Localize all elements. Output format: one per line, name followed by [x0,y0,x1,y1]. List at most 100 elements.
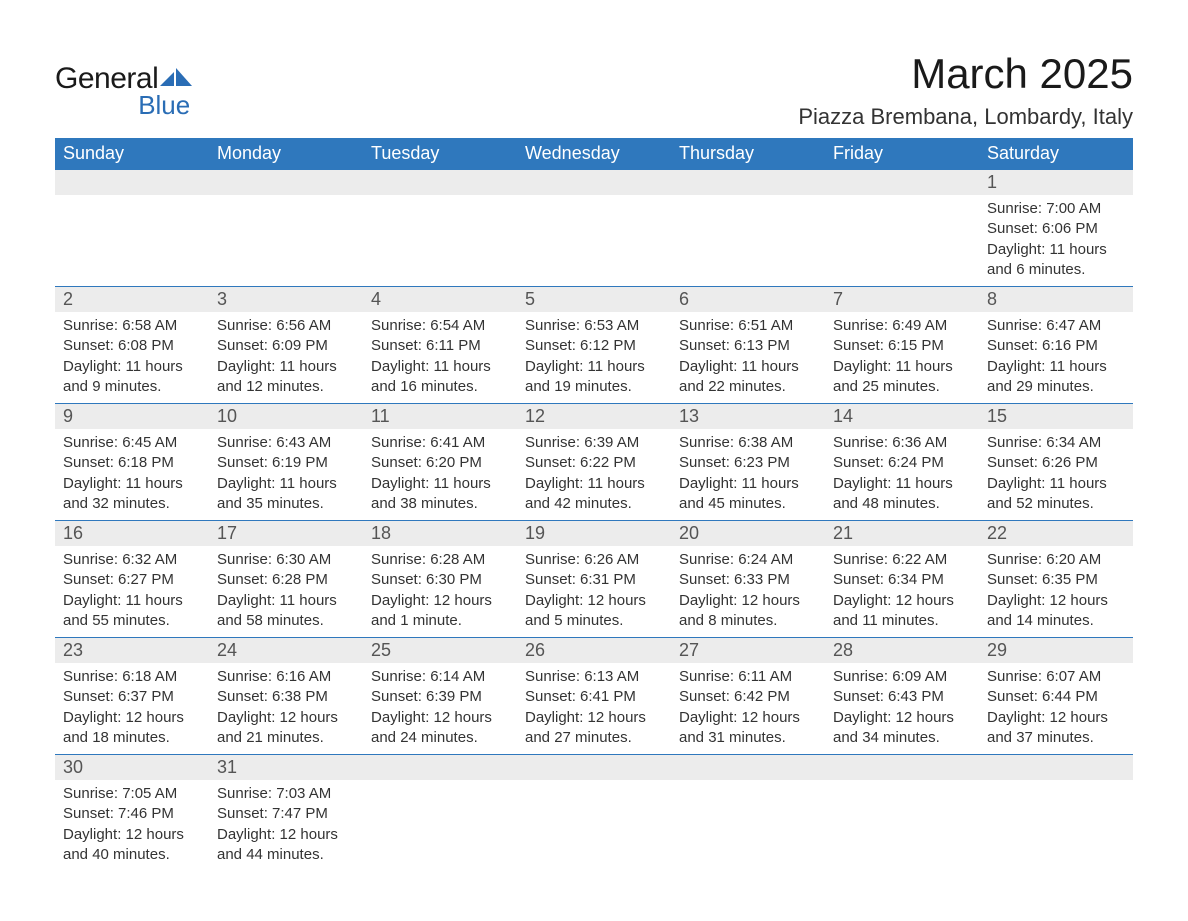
day-number-cell: 14 [825,404,979,430]
day-number: 11 [363,404,517,429]
day-number-cell: 2 [55,287,209,313]
day-details: Sunrise: 6:30 AMSunset: 6:28 PMDaylight:… [209,546,363,637]
daynum-row: 2345678 [55,287,1133,313]
day-details: Sunrise: 6:41 AMSunset: 6:20 PMDaylight:… [363,429,517,520]
day-number: 20 [671,521,825,546]
day-details-cell: Sunrise: 6:22 AMSunset: 6:34 PMDaylight:… [825,546,979,638]
day-details-cell: Sunrise: 6:38 AMSunset: 6:23 PMDaylight:… [671,429,825,521]
day-number-cell [363,170,517,196]
day-details-cell: Sunrise: 6:16 AMSunset: 6:38 PMDaylight:… [209,663,363,755]
day-number-cell: 18 [363,521,517,547]
day-number-cell: 22 [979,521,1133,547]
day-details: Sunrise: 6:22 AMSunset: 6:34 PMDaylight:… [825,546,979,637]
day-details: Sunrise: 6:13 AMSunset: 6:41 PMDaylight:… [517,663,671,754]
day-number: 9 [55,404,209,429]
col-monday: Monday [209,138,363,170]
day-details-cell [825,195,979,287]
day-details-cell: Sunrise: 6:30 AMSunset: 6:28 PMDaylight:… [209,546,363,638]
day-details: Sunrise: 6:56 AMSunset: 6:09 PMDaylight:… [209,312,363,403]
day-details-cell: Sunrise: 6:56 AMSunset: 6:09 PMDaylight:… [209,312,363,404]
day-number: 27 [671,638,825,663]
day-details: Sunrise: 6:43 AMSunset: 6:19 PMDaylight:… [209,429,363,520]
day-details-cell [825,780,979,871]
day-number: 19 [517,521,671,546]
day-number: 14 [825,404,979,429]
day-number: 24 [209,638,363,663]
day-number-cell: 10 [209,404,363,430]
day-number: 26 [517,638,671,663]
day-number: 7 [825,287,979,312]
day-details-cell: Sunrise: 6:45 AMSunset: 6:18 PMDaylight:… [55,429,209,521]
day-number: 21 [825,521,979,546]
day-number: 1 [979,170,1133,195]
month-title: March 2025 [798,50,1133,98]
day-number-cell [671,170,825,196]
day-number: 25 [363,638,517,663]
day-number-cell: 4 [363,287,517,313]
day-details-cell [209,195,363,287]
daynum-row: 1 [55,170,1133,196]
day-details-cell: Sunrise: 6:39 AMSunset: 6:22 PMDaylight:… [517,429,671,521]
day-number: 18 [363,521,517,546]
day-number-cell: 17 [209,521,363,547]
day-details: Sunrise: 6:26 AMSunset: 6:31 PMDaylight:… [517,546,671,637]
day-details-cell: Sunrise: 6:11 AMSunset: 6:42 PMDaylight:… [671,663,825,755]
day-details-cell: Sunrise: 6:43 AMSunset: 6:19 PMDaylight:… [209,429,363,521]
day-number: 30 [55,755,209,780]
day-number-cell [517,755,671,781]
day-details-cell: Sunrise: 6:14 AMSunset: 6:39 PMDaylight:… [363,663,517,755]
day-number-cell: 26 [517,638,671,664]
day-details-cell [517,780,671,871]
day-number-cell: 30 [55,755,209,781]
details-row: Sunrise: 6:18 AMSunset: 6:37 PMDaylight:… [55,663,1133,755]
day-number: 5 [517,287,671,312]
day-number-cell [979,755,1133,781]
day-details: Sunrise: 6:24 AMSunset: 6:33 PMDaylight:… [671,546,825,637]
day-details: Sunrise: 6:20 AMSunset: 6:35 PMDaylight:… [979,546,1133,637]
day-number-cell [825,170,979,196]
day-number: 2 [55,287,209,312]
col-wednesday: Wednesday [517,138,671,170]
day-number: 17 [209,521,363,546]
day-details: Sunrise: 6:36 AMSunset: 6:24 PMDaylight:… [825,429,979,520]
day-details-cell [671,780,825,871]
day-details-cell: Sunrise: 6:07 AMSunset: 6:44 PMDaylight:… [979,663,1133,755]
day-details-cell: Sunrise: 7:03 AMSunset: 7:47 PMDaylight:… [209,780,363,871]
day-number-cell: 13 [671,404,825,430]
day-details: Sunrise: 6:51 AMSunset: 6:13 PMDaylight:… [671,312,825,403]
title-block: March 2025 Piazza Brembana, Lombardy, It… [798,50,1133,130]
day-number: 13 [671,404,825,429]
day-number-cell [209,170,363,196]
day-number-cell: 23 [55,638,209,664]
day-number-cell: 28 [825,638,979,664]
day-details: Sunrise: 7:03 AMSunset: 7:47 PMDaylight:… [209,780,363,871]
day-details: Sunrise: 6:53 AMSunset: 6:12 PMDaylight:… [517,312,671,403]
day-details: Sunrise: 6:54 AMSunset: 6:11 PMDaylight:… [363,312,517,403]
day-details-cell: Sunrise: 6:24 AMSunset: 6:33 PMDaylight:… [671,546,825,638]
day-number-cell: 8 [979,287,1133,313]
day-number-cell: 9 [55,404,209,430]
calendar-header-row: Sunday Monday Tuesday Wednesday Thursday… [55,138,1133,170]
day-details-cell: Sunrise: 6:20 AMSunset: 6:35 PMDaylight:… [979,546,1133,638]
day-number: 28 [825,638,979,663]
day-number: 10 [209,404,363,429]
daynum-row: 23242526272829 [55,638,1133,664]
day-number: 22 [979,521,1133,546]
day-details-cell: Sunrise: 6:28 AMSunset: 6:30 PMDaylight:… [363,546,517,638]
day-details: Sunrise: 6:14 AMSunset: 6:39 PMDaylight:… [363,663,517,754]
day-number-cell [517,170,671,196]
day-details: Sunrise: 6:18 AMSunset: 6:37 PMDaylight:… [55,663,209,754]
day-number-cell: 27 [671,638,825,664]
daynum-row: 16171819202122 [55,521,1133,547]
day-details: Sunrise: 6:34 AMSunset: 6:26 PMDaylight:… [979,429,1133,520]
day-details-cell: Sunrise: 6:51 AMSunset: 6:13 PMDaylight:… [671,312,825,404]
col-sunday: Sunday [55,138,209,170]
logo-text-blue: Blue [138,90,190,120]
day-details: Sunrise: 6:45 AMSunset: 6:18 PMDaylight:… [55,429,209,520]
day-details: Sunrise: 7:05 AMSunset: 7:46 PMDaylight:… [55,780,209,871]
day-details: Sunrise: 6:11 AMSunset: 6:42 PMDaylight:… [671,663,825,754]
header: General Blue March 2025 Piazza Brembana,… [55,50,1133,130]
details-row: Sunrise: 6:58 AMSunset: 6:08 PMDaylight:… [55,312,1133,404]
day-number-cell: 24 [209,638,363,664]
day-number-cell [671,755,825,781]
